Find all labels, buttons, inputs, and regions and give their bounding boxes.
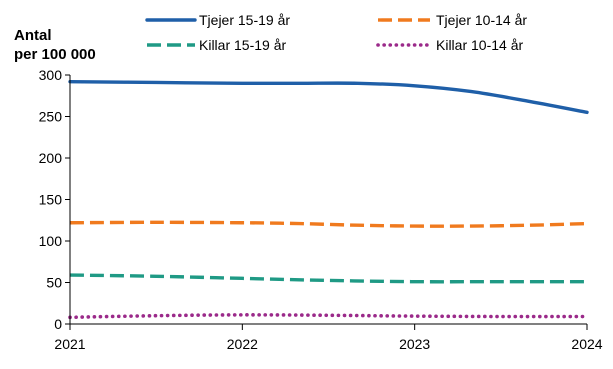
legend: Tjejer 15-19 år Tjejer 10-14 år Killar 15-… — [145, 12, 527, 53]
y-tick-label-0: 0 — [54, 316, 62, 332]
series-line-4 — [68, 313, 589, 320]
y-tick-label-250: 250 — [39, 109, 63, 125]
y-tick-label-150: 150 — [39, 192, 63, 208]
axes: Antal per 100 000 0 50 100 150 200 250 300 2021… — [14, 27, 603, 352]
x-tick-label-2021: 2021 — [54, 336, 85, 352]
plot-area — [68, 79, 589, 320]
y-tick-label-300: 300 — [39, 67, 63, 83]
series-line-1 — [68, 79, 589, 115]
legend-label-3: Killar 15-19 år — [199, 37, 286, 53]
legend-label-4: Killar 10-14 år — [436, 37, 523, 53]
x-tick-label-2022: 2022 — [227, 336, 258, 352]
y-axis-title-line-1: Antal — [14, 27, 52, 44]
y-tick-label-50: 50 — [46, 275, 62, 291]
legend-label-1: Tjejer 15-19 år — [199, 12, 290, 28]
y-tick-label-200: 200 — [39, 150, 63, 166]
x-tick-label-2023: 2023 — [399, 336, 430, 352]
legend-label-2: Tjejer 10-14 år — [436, 12, 527, 28]
x-tick-label-2024: 2024 — [571, 336, 602, 352]
series-line-2 — [69, 220, 588, 228]
y-tick-label-100: 100 — [39, 233, 63, 249]
y-axis-title-line-2: per 100 000 — [14, 46, 96, 63]
series-line-3 — [69, 273, 587, 284]
